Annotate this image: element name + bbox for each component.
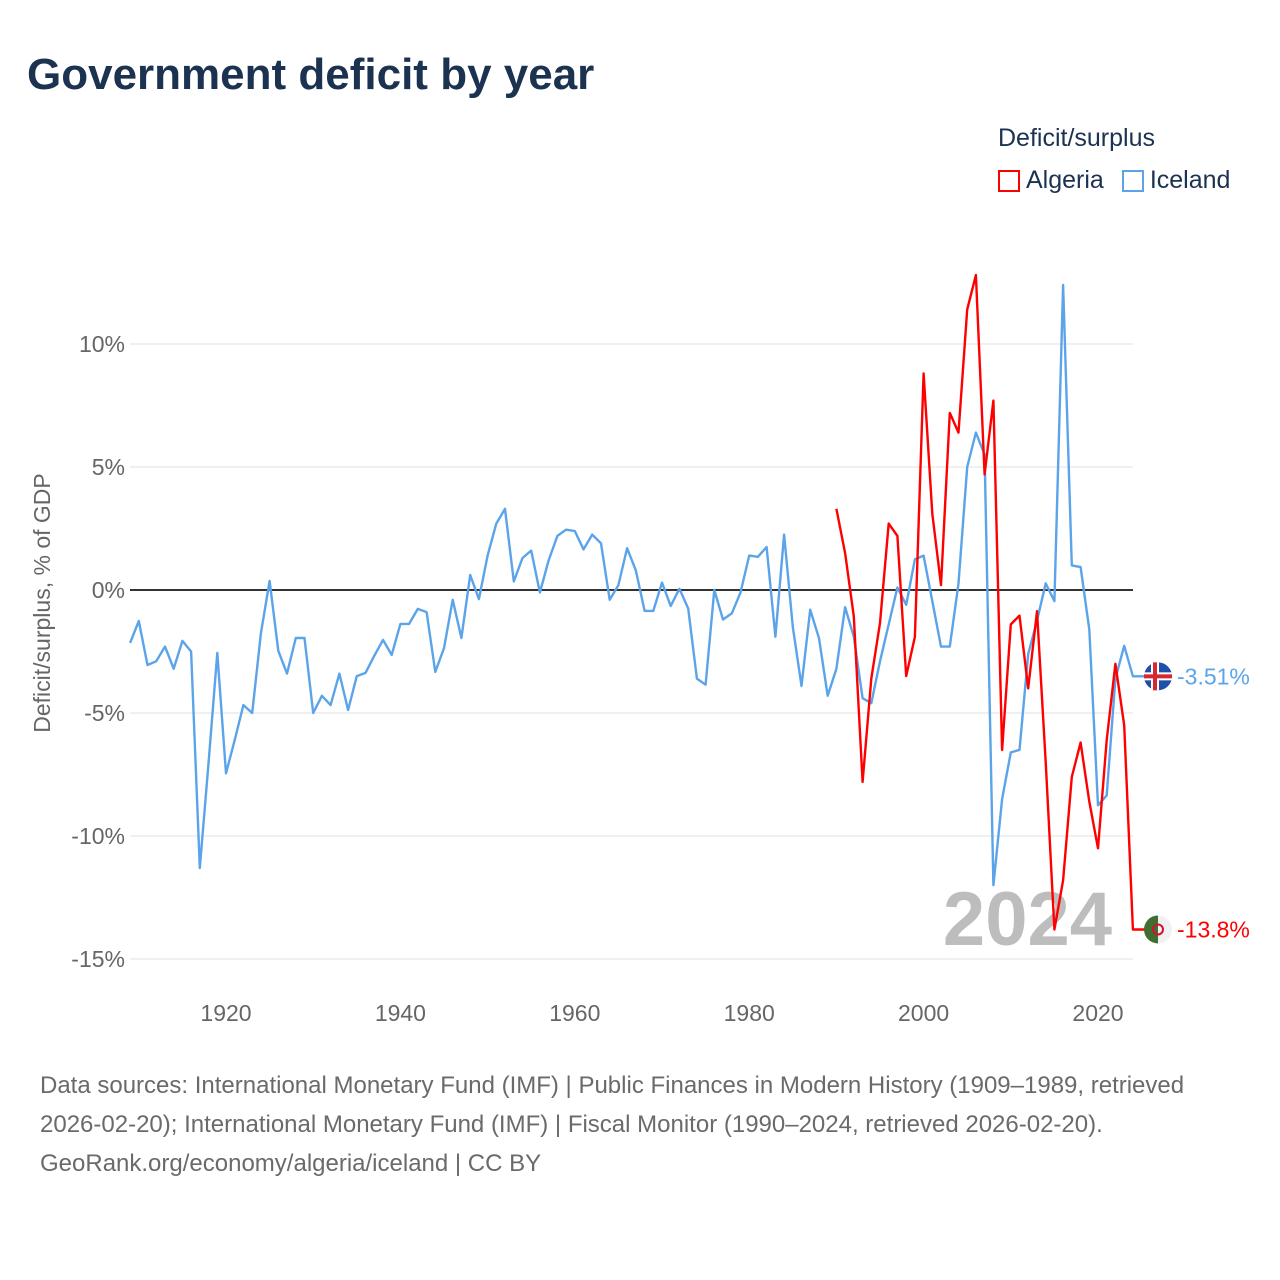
end-value-label-algeria: -13.8% bbox=[1177, 916, 1250, 942]
legend-swatch-algeria bbox=[998, 169, 1020, 192]
legend-item-iceland[interactable]: Iceland bbox=[1121, 166, 1231, 195]
y-axis-label: Deficit/surplus, % of GDP bbox=[29, 473, 55, 732]
x-tick-label: 1980 bbox=[724, 1000, 775, 1026]
flag-cross bbox=[1144, 674, 1172, 679]
flag-iceland-icon bbox=[1144, 662, 1172, 691]
series-line-iceland bbox=[128, 283, 1146, 887]
flag-green bbox=[1144, 915, 1158, 944]
flag-algeria-icon bbox=[1144, 915, 1172, 944]
x-tick-label: 1940 bbox=[375, 1000, 426, 1026]
data-sources: Data sources: International Monetary Fun… bbox=[40, 1072, 1185, 1138]
legend-item-algeria[interactable]: Algeria bbox=[998, 166, 1104, 195]
y-tick-label: 5% bbox=[92, 454, 125, 480]
y-tick-label: -5% bbox=[84, 700, 125, 726]
chart-title: Government deficit by year bbox=[27, 50, 595, 99]
x-tick-label: 2020 bbox=[1072, 1000, 1123, 1026]
y-tick-label: -10% bbox=[71, 823, 125, 849]
flag-cross bbox=[1153, 662, 1157, 691]
flag-crescent bbox=[1152, 923, 1164, 936]
legend: Algeria Iceland bbox=[998, 166, 1230, 195]
x-tick-label: 2000 bbox=[898, 1000, 949, 1026]
end-value-label-iceland: -3.51% bbox=[1177, 663, 1250, 689]
credit-link[interactable]: GeoRank.org/economy/algeria/iceland | CC… bbox=[40, 1150, 542, 1177]
y-tick-label: 10% bbox=[79, 331, 125, 357]
legend-label: Algeria bbox=[1026, 166, 1104, 194]
series-line-algeria bbox=[835, 273, 1146, 931]
legend-swatch-iceland bbox=[1121, 169, 1144, 192]
x-tick-label: 1960 bbox=[549, 1000, 600, 1026]
legend-title: Deficit/surplus bbox=[998, 124, 1155, 152]
year-watermark: 2024 bbox=[943, 877, 1112, 962]
flag-white bbox=[1158, 915, 1172, 944]
y-tick-label: 0% bbox=[92, 577, 125, 603]
y-tick-label: -15% bbox=[71, 946, 125, 972]
footer: Data sources: International Monetary Fun… bbox=[40, 1066, 1240, 1183]
legend-label: Iceland bbox=[1149, 166, 1231, 194]
x-tick-label: 1920 bbox=[200, 1000, 251, 1026]
